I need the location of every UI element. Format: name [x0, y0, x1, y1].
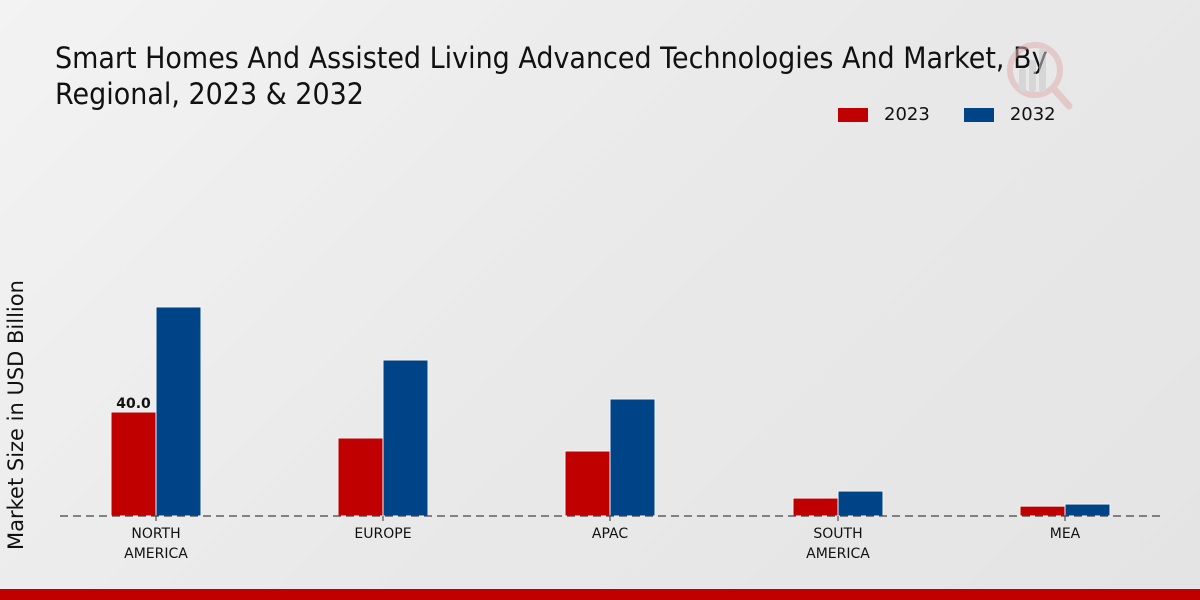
x-tick-label: NORTH [131, 526, 180, 542]
bar-2023-europe [337, 437, 384, 517]
bar-2023-apac [564, 450, 611, 517]
bar-2032-europe [382, 359, 429, 517]
legend-swatch-2023 [838, 107, 868, 122]
x-tick-label: APAC [592, 526, 628, 542]
x-tick-label: MEA [1050, 526, 1081, 542]
legend-item-2023[interactable]: 2023 [838, 104, 930, 125]
bar-2032-apac [609, 398, 656, 517]
data-label: 40.0 [116, 396, 151, 412]
x-tick-label: SOUTH [813, 526, 862, 542]
bar-2032-north-america [155, 306, 202, 517]
x-tick-label: AMERICA [124, 546, 188, 562]
chart-title-line-2: Regional, 2023 & 2032 [55, 77, 364, 111]
x-tick-label: EUROPE [354, 526, 411, 542]
bar-2032-south-america [837, 490, 884, 517]
x-tick-label: AMERICA [806, 546, 870, 562]
watermark-logo-icon [1007, 42, 1073, 110]
bar-2032-mea [1064, 503, 1111, 517]
chart-title-line-1: Smart Homes And Assisted Living Advanced… [55, 41, 1048, 75]
bar-2023-mea [1019, 505, 1066, 517]
footer-bar [0, 589, 1200, 600]
chart-title: Smart Homes And Assisted Living Advanced… [55, 40, 1097, 112]
bar-2023-north-america [110, 411, 157, 517]
legend-label-2032: 2032 [1009, 104, 1056, 125]
legend-swatch-2032 [963, 107, 994, 122]
legend-label-2023: 2023 [884, 104, 930, 125]
legend-item-2032[interactable]: 2032 [963, 104, 1056, 125]
chart-legend: 2023 2032 [838, 104, 1090, 125]
bar-2023-south-america [792, 497, 839, 517]
